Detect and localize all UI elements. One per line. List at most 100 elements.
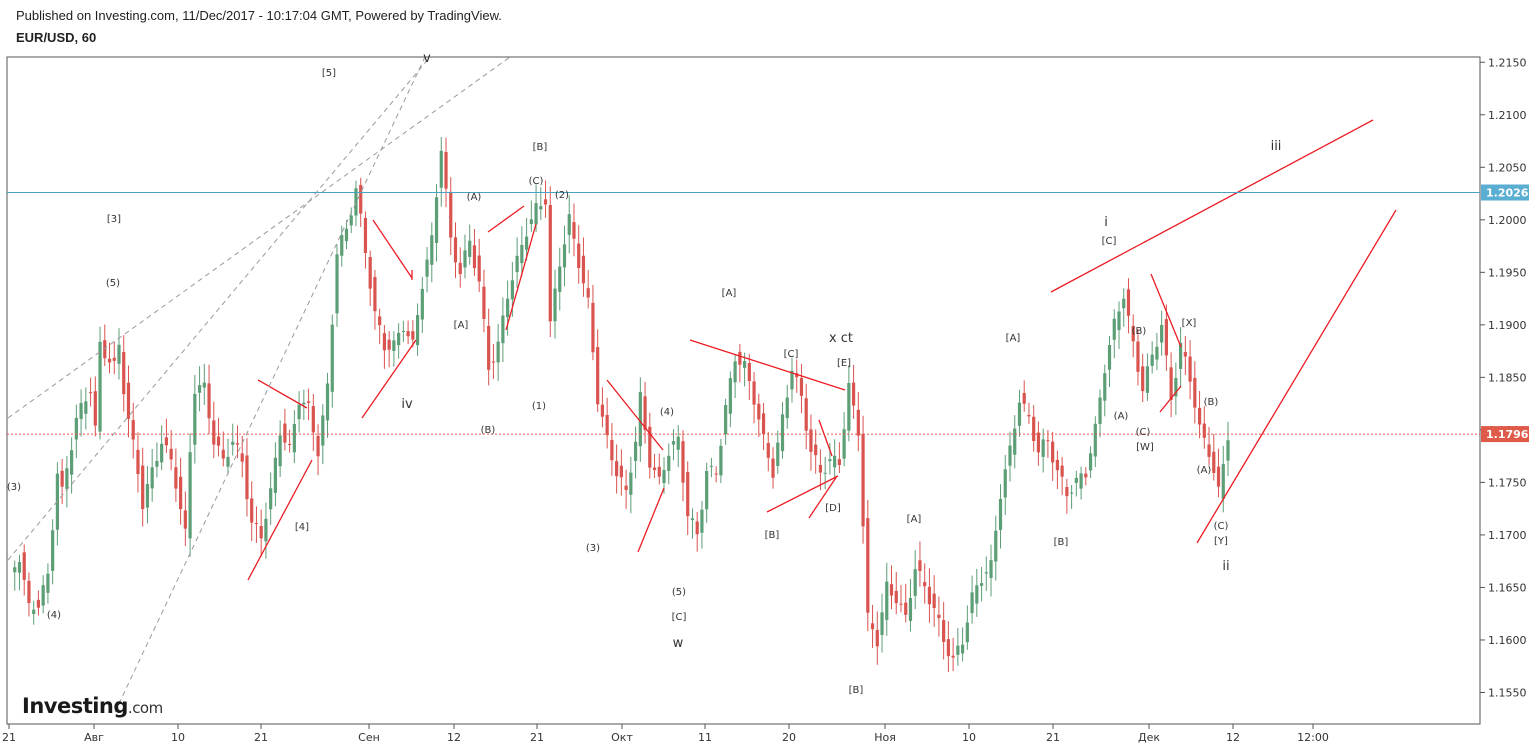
candle-body [989, 560, 993, 578]
candle-body [851, 382, 856, 406]
x-tick-label: Сен [358, 731, 380, 744]
candle-body [368, 257, 372, 289]
candle-body [65, 468, 69, 489]
candle-body [141, 465, 145, 510]
candle-body [1036, 432, 1041, 453]
trendline [637, 487, 665, 553]
candle-body [1188, 356, 1192, 382]
candle-body [965, 622, 969, 643]
candle-body [463, 250, 467, 268]
candle-body [240, 453, 244, 462]
candle-body [482, 286, 486, 319]
wave-label: [X] [1182, 318, 1197, 329]
trendline [606, 379, 664, 451]
wave-label: [D] [825, 503, 841, 514]
candle-body [88, 392, 93, 394]
wave-label: [B] [533, 142, 548, 153]
y-tick-label: 1.1900 [1488, 319, 1527, 332]
candle-body [1055, 459, 1059, 471]
candle-body [278, 435, 282, 467]
wave-label: (A) [1114, 411, 1129, 422]
candle-body [534, 203, 538, 225]
candle-body [330, 324, 334, 392]
candle-body [638, 392, 642, 447]
candle-body [780, 414, 785, 452]
wave-label: (B) [1132, 326, 1147, 337]
candle-body [747, 363, 751, 381]
y-axis-ticks: 1.2150 1.2100 1.2050 1.2000 1.1950 1.1900 1.18… [1480, 56, 1527, 699]
candle-body [264, 518, 268, 542]
wave-label: [A] [454, 320, 469, 331]
candle-body [250, 498, 254, 523]
candle-body [439, 150, 443, 188]
candle-body [548, 205, 552, 322]
candle-body [690, 518, 695, 521]
candle-body [1088, 453, 1093, 471]
candle-body [1197, 407, 1202, 425]
candle-body [842, 429, 846, 459]
candle-body [932, 593, 936, 609]
candle-body [870, 623, 875, 630]
wave-label: (C) [1214, 521, 1229, 532]
trendline [766, 475, 839, 513]
candle-body [311, 406, 315, 433]
x-tick-label: 21 [2, 731, 16, 744]
candle-body [539, 206, 543, 210]
y-tick-label: 1.1850 [1488, 371, 1527, 384]
wave-label: ii [1222, 559, 1229, 574]
candle-body [671, 441, 676, 445]
candle-body [738, 351, 742, 365]
candle-body [487, 325, 491, 370]
candle-body [373, 277, 377, 312]
y-tick-label: 1.2100 [1488, 109, 1527, 122]
candle-body [179, 476, 183, 510]
candle-body [84, 401, 88, 414]
candle-body [828, 459, 832, 462]
candle-body [155, 460, 159, 467]
y-tick-label: 1.1600 [1488, 634, 1527, 647]
candle-body [183, 510, 187, 529]
candle-body [510, 280, 514, 300]
x-tick-label: 10 [962, 731, 976, 744]
candle-body [22, 552, 26, 580]
candle-body [951, 655, 955, 658]
candle-body [923, 582, 927, 587]
trendline [1159, 385, 1182, 413]
candle-body [761, 413, 766, 435]
candle-body [1003, 469, 1007, 498]
candle-body [458, 262, 462, 275]
candle-body [359, 184, 363, 214]
candle-body [960, 644, 965, 654]
channel-line [7, 56, 511, 419]
y-tick-label: 1.1650 [1488, 581, 1527, 594]
candle-body [1179, 342, 1183, 369]
x-tick-label: 12 [447, 731, 461, 744]
candle-body [833, 455, 837, 468]
candle-body [212, 420, 216, 445]
y-tick-label: 1.1700 [1488, 529, 1527, 542]
candle-body [1051, 441, 1055, 463]
candle-body [1112, 318, 1116, 340]
candle-body [98, 341, 102, 432]
wave-annotations: [3] (5) (3) (4) [5] v iv [4] (A) [A] (B) (C) [B] (2) (… [7, 51, 1282, 696]
price-tag-label: 1.1796 [1486, 428, 1529, 441]
wave-label: iii [1271, 139, 1282, 154]
candle-body [742, 361, 747, 368]
x-tick-label: 12:00 [1297, 731, 1329, 744]
candle-body [889, 584, 894, 596]
candle-body [501, 315, 505, 344]
trendline [505, 223, 537, 331]
candle-body [1174, 377, 1178, 397]
candle-body [648, 426, 652, 468]
candle-body [13, 567, 17, 573]
candle-body [60, 470, 64, 487]
candle-body [46, 573, 50, 593]
candle-body [586, 288, 590, 298]
wave-label: [W] [1136, 442, 1154, 453]
wave-label: [3] [107, 214, 121, 225]
candle-body [1226, 440, 1230, 461]
candle-body [681, 441, 685, 483]
x-tick-label: 20 [782, 731, 796, 744]
candle-body [724, 405, 728, 435]
